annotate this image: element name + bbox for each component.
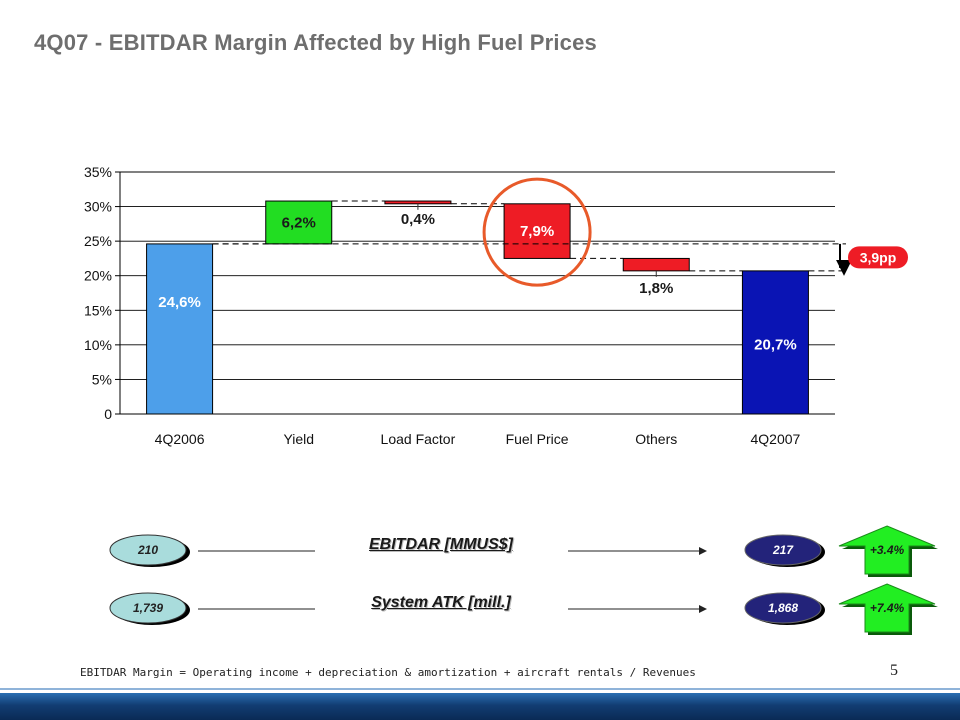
footer-band — [0, 693, 960, 720]
page-title: 4Q07 - EBITDAR Margin Affected by High F… — [34, 30, 597, 55]
before-pill — [109, 592, 187, 624]
after-pill — [744, 534, 822, 566]
highlight-circle — [482, 177, 592, 287]
arrow-up-icon — [838, 583, 936, 633]
x-tick-label: 4Q2007 — [751, 431, 801, 447]
data-label: 1,8% — [639, 280, 673, 297]
data-label: 6,2% — [282, 214, 316, 231]
metric-label: System ATK [mill.] — [371, 594, 511, 611]
bar-others — [622, 257, 690, 272]
y-tick-label: 25% — [84, 233, 112, 249]
x-tick-label: Load Factor — [381, 431, 456, 447]
bar-4q2007 — [741, 270, 809, 415]
data-label: 20,7% — [754, 337, 797, 354]
after-value: 1,868 — [768, 601, 798, 615]
bar-yield — [265, 200, 333, 245]
y-tick-label: 15% — [84, 302, 112, 318]
footer-rule — [0, 688, 960, 690]
y-tick-label: 20% — [84, 268, 112, 284]
difference-badge — [848, 246, 908, 269]
difference-label: 3,9pp — [860, 249, 897, 265]
before-pill — [109, 534, 187, 566]
after-value: 217 — [772, 543, 794, 557]
y-tick-label: 35% — [84, 164, 112, 180]
before-value: 210 — [137, 543, 158, 557]
change-value: +3.4% — [870, 543, 905, 557]
bar-load-factor — [384, 200, 452, 205]
y-tick-label: 5% — [92, 371, 112, 387]
x-tick-label: Yield — [283, 431, 314, 447]
data-label: 0,4% — [401, 211, 435, 228]
bar-4q2006 — [146, 243, 214, 415]
data-label: 7,9% — [520, 223, 554, 240]
page-number: 5 — [890, 662, 898, 679]
y-tick-label: 30% — [84, 199, 112, 215]
y-tick-label: 10% — [84, 337, 112, 353]
footnote: EBITDAR Margin = Operating income + depr… — [80, 666, 696, 679]
change-value: +7.4% — [870, 601, 905, 615]
x-tick-label: Others — [635, 431, 677, 447]
y-tick-label: 0 — [104, 406, 112, 422]
data-label: 24,6% — [158, 294, 201, 311]
arrow-up-icon — [838, 525, 936, 575]
after-pill — [744, 592, 822, 624]
x-tick-label: 4Q2006 — [155, 431, 205, 447]
bar-fuel-price — [503, 203, 571, 259]
x-tick-label: Fuel Price — [506, 431, 569, 447]
before-value: 1,739 — [133, 601, 163, 615]
metric-label: EBITDAR [MMUS$] — [369, 536, 513, 553]
